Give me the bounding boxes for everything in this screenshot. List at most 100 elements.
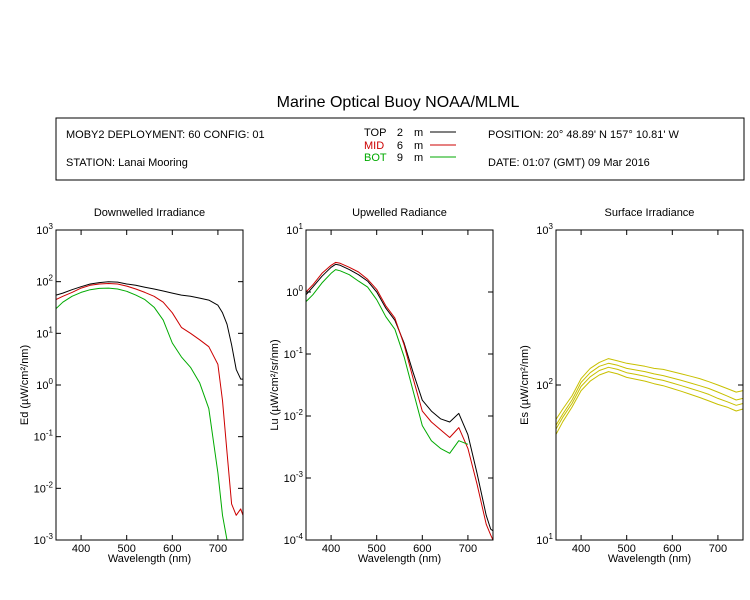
legend-unit: m (414, 140, 423, 152)
y-axis-label: Es (µW/cm²/nm) (519, 345, 531, 425)
y-tick-exponent: 2 (549, 377, 554, 386)
date-label: DATE: 01:07 (GMT) 09 Mar 2016 (488, 157, 650, 169)
y-tick-exponent: 3 (49, 222, 54, 231)
x-tick-label: 600 (663, 543, 681, 555)
legend-entry-mid: MID 6 m (364, 140, 456, 152)
y-tick-base: 10 (284, 411, 296, 423)
chart-title: Surface Irradiance (605, 207, 695, 219)
y-tick-label: 102 (36, 274, 53, 289)
y-tick-base: 10 (34, 535, 46, 547)
y-tick-label: 10-2 (284, 408, 304, 423)
y-tick-base: 10 (536, 380, 548, 392)
legend-name: MID (364, 140, 384, 152)
y-tick-exponent: -3 (46, 532, 54, 541)
legend-name: BOT (364, 152, 387, 164)
y-tick-exponent: -3 (296, 470, 304, 479)
y-tick-base: 10 (284, 535, 296, 547)
series-line-bot (56, 287, 243, 540)
y-tick-exponent: 1 (549, 532, 554, 541)
depth-legend: TOP 2 m MID 6 m BOT 9 m (364, 127, 456, 164)
x-tick-label: 700 (459, 543, 477, 555)
y-tick-label: 102 (536, 377, 553, 392)
series-line-mid (56, 283, 243, 516)
series-line-es-2 (556, 362, 743, 426)
legend-depth: 6 (397, 140, 403, 152)
x-tick-label: 400 (322, 543, 340, 555)
deployment-label: MOBY2 DEPLOYMENT: 60 CONFIG: 01 (66, 129, 265, 141)
series-line-top (306, 263, 493, 532)
y-tick-label: 101 (36, 325, 53, 340)
y-tick-label: 10-1 (284, 346, 304, 361)
chart-title: Upwelled Radiance (352, 207, 447, 219)
y-tick-exponent: 2 (49, 274, 54, 283)
y-tick-label: 101 (536, 532, 553, 547)
x-axis-label: Wavelength (nm) (108, 553, 191, 565)
y-axis-label: Lu (µW/cm²/sr/nm) (269, 339, 281, 430)
y-tick-exponent: 0 (299, 284, 304, 293)
y-tick-base: 10 (36, 328, 48, 340)
series-line-mid (306, 261, 493, 540)
y-tick-exponent: -1 (296, 346, 304, 355)
series-line-bot (306, 269, 469, 454)
x-tick-label: 400 (72, 543, 90, 555)
y-tick-base: 10 (286, 225, 298, 237)
x-tick-label: 500 (368, 543, 386, 555)
position-label: POSITION: 20° 48.89' N 157° 10.81' W (488, 129, 680, 141)
station-label: STATION: Lanai Mooring (66, 157, 188, 169)
y-tick-exponent: 0 (49, 377, 54, 386)
y-tick-base: 10 (536, 535, 548, 547)
series-group (556, 358, 743, 435)
x-tick-label: 600 (413, 543, 431, 555)
legend-unit: m (414, 152, 423, 164)
y-tick-base: 10 (36, 380, 48, 392)
legend-entry-bot: BOT 9 m (364, 152, 456, 164)
y-tick-base: 10 (36, 225, 48, 237)
y-tick-base: 10 (36, 277, 48, 289)
plot-frame (305, 229, 494, 541)
x-axis-label: Wavelength (nm) (608, 553, 691, 565)
series-line-top (56, 281, 243, 380)
x-tick-label: 400 (572, 543, 590, 555)
legend-entry-top: TOP 2 m (364, 127, 456, 139)
y-tick-label: 100 (286, 284, 303, 299)
y-tick-base: 10 (536, 225, 548, 237)
y-tick-exponent: 3 (549, 222, 554, 231)
series-group (306, 261, 493, 540)
y-tick-base: 10 (34, 432, 46, 444)
x-tick-label: 700 (709, 543, 727, 555)
legend-name: TOP (364, 127, 386, 139)
y-tick-label: 10-1 (34, 429, 54, 444)
y-tick-base: 10 (34, 483, 46, 495)
info-box-border (55, 117, 745, 181)
x-tick-label: 700 (209, 543, 227, 555)
y-tick-label: 103 (36, 222, 53, 237)
figure-title: Marine Optical Buoy NOAA/MLML (277, 94, 520, 111)
y-tick-label: 10-3 (34, 532, 54, 547)
y-tick-label: 10-3 (284, 470, 304, 485)
y-tick-exponent: 1 (299, 222, 304, 231)
x-tick-label: 500 (618, 543, 636, 555)
series-line-es-1 (556, 358, 743, 420)
y-tick-label: 101 (286, 222, 303, 237)
y-tick-label: 10-2 (34, 480, 54, 495)
plot-frame (55, 229, 244, 541)
info-box: MOBY2 DEPLOYMENT: 60 CONFIG: 01 STATION:… (55, 117, 745, 181)
y-tick-base: 10 (284, 349, 296, 361)
x-tick-label: 600 (163, 543, 181, 555)
x-axis-label: Wavelength (nm) (358, 553, 441, 565)
series-group (56, 281, 243, 540)
chart-title: Downwelled Irradiance (94, 207, 205, 219)
y-tick-exponent: -1 (46, 429, 54, 438)
x-tick-label: 500 (118, 543, 136, 555)
y-axis-label: Ed (µW/cm²/nm) (19, 345, 31, 425)
y-tick-exponent: -2 (46, 480, 54, 489)
y-tick-label: 100 (36, 377, 53, 392)
legend-unit: m (414, 127, 423, 139)
y-tick-base: 10 (286, 287, 298, 299)
series-line-es-3 (556, 366, 743, 430)
